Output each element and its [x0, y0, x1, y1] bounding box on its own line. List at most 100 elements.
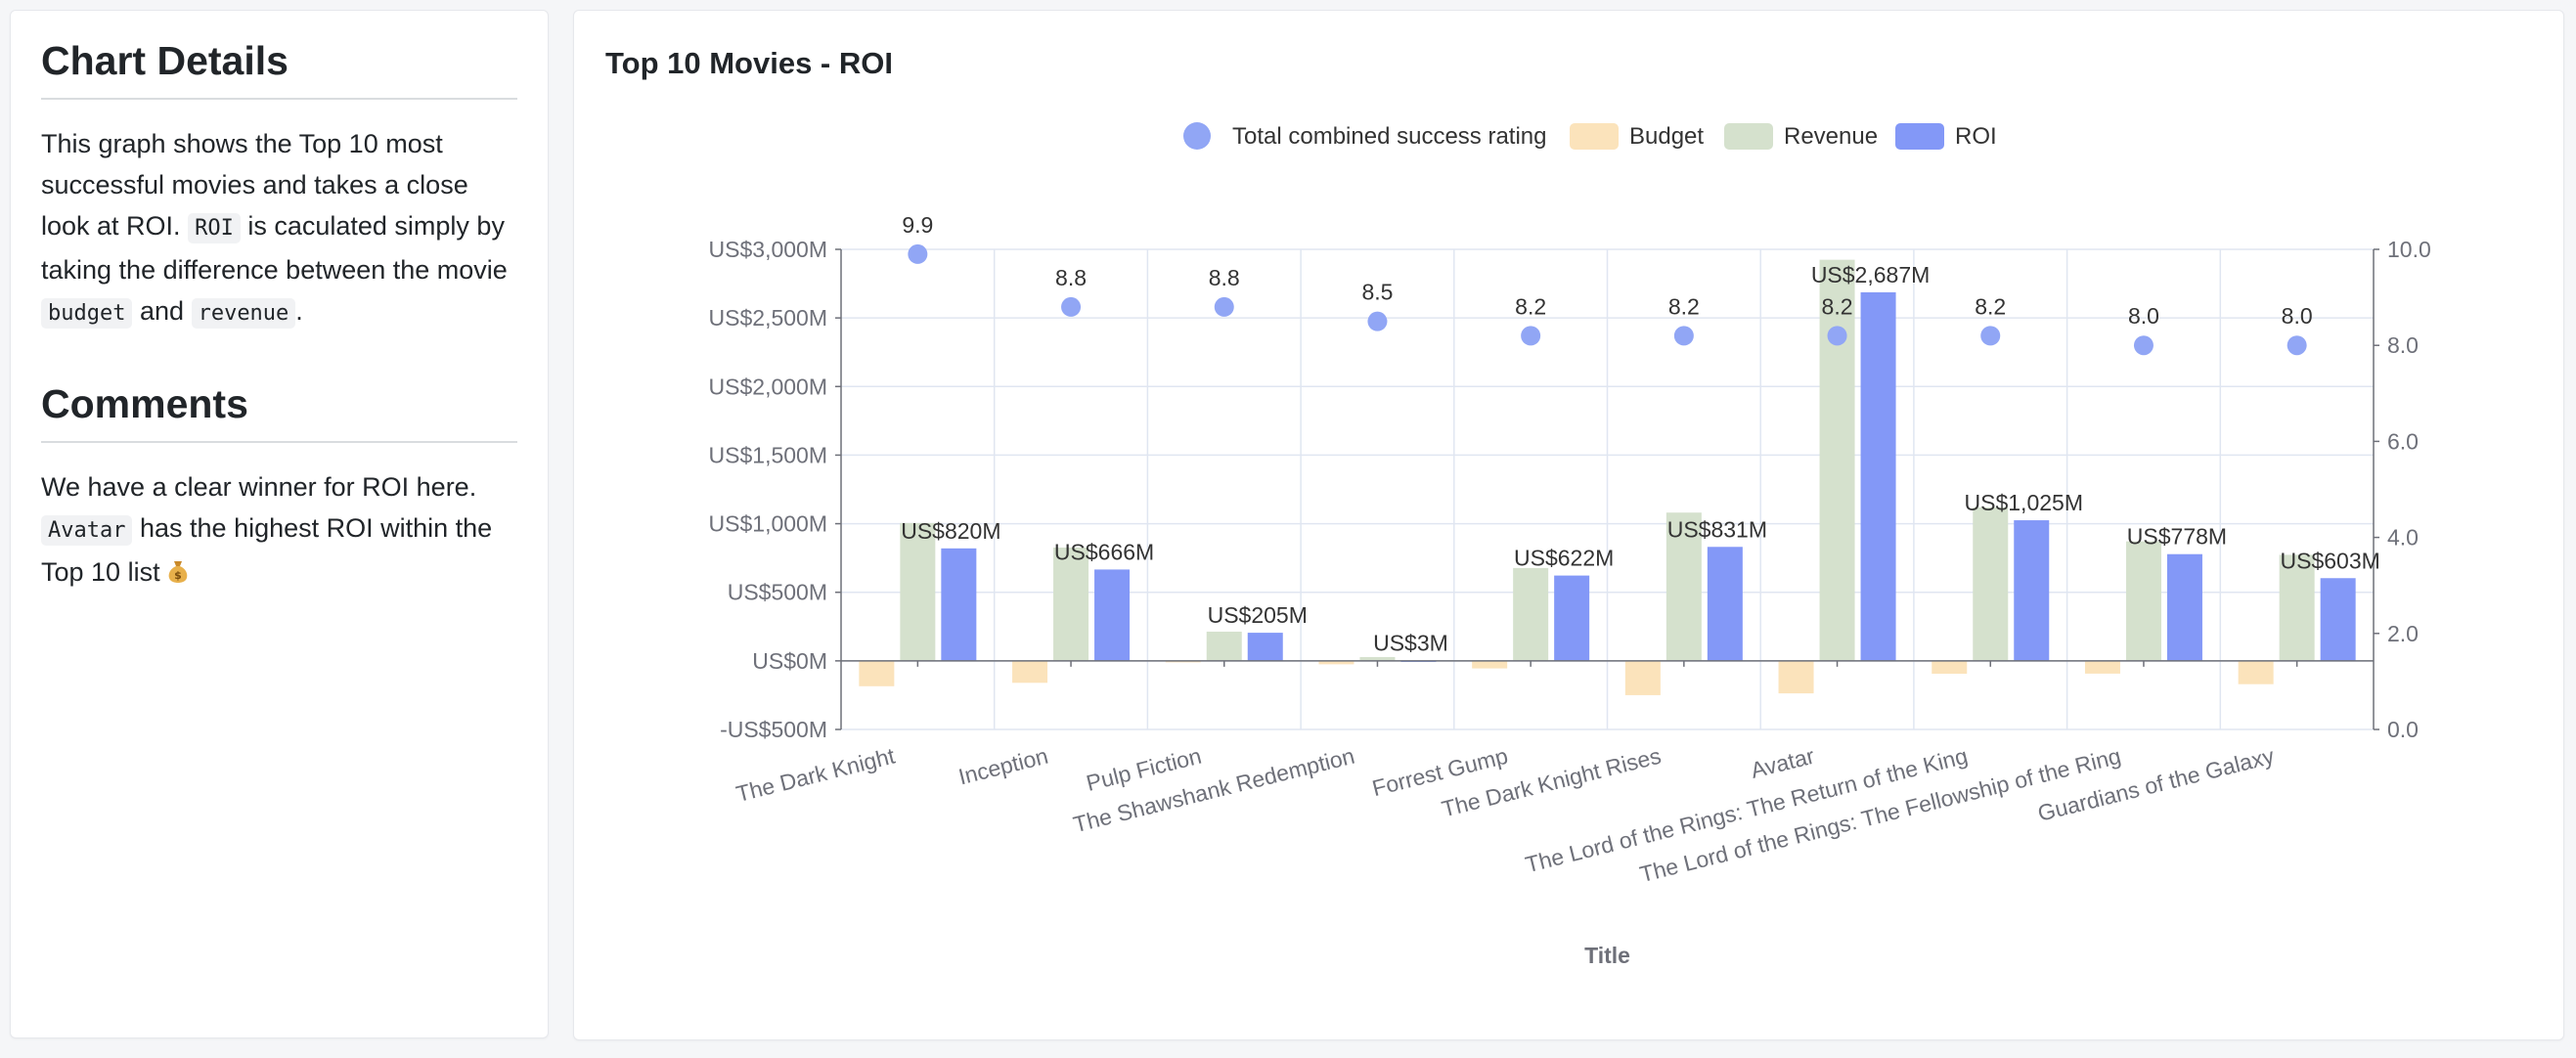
roi-bar: [1707, 547, 1743, 661]
y2-tick-label: 6.0: [2387, 428, 2419, 454]
roi-data-label: US$778M: [2127, 524, 2227, 550]
roi-bar: [941, 548, 977, 661]
rating-data-label: 8.2: [1975, 293, 2006, 319]
roi-data-label: US$205M: [1208, 602, 1308, 628]
rating-data-label: 8.2: [1668, 293, 1700, 319]
budget-bar: [1318, 660, 1355, 665]
y2-tick-label: 4.0: [2387, 525, 2419, 551]
roi-bar: [1247, 633, 1283, 661]
roi-bar: [1860, 291, 1896, 661]
x-tick-label: Inception: [955, 743, 1050, 790]
roi-data-label: US$666M: [1054, 539, 1154, 564]
rating-data-label: 8.5: [1361, 280, 1393, 305]
budget-bar: [2084, 660, 2120, 674]
rating-point: [1673, 326, 1694, 346]
y-tick-label: US$1,500M: [709, 442, 827, 467]
rating-point: [2287, 335, 2307, 356]
comments-text-2: has the highest ROI within the Top 10 li…: [41, 513, 493, 587]
roi-chart: -US$500M US$0M US$500M US$1,000M US$1,500M US…: [709, 122, 2431, 968]
revenue-bar: [2125, 541, 2161, 661]
roi-data-label: US$3M: [1373, 630, 1448, 655]
roi-data-label: US$603M: [2281, 548, 2380, 573]
rating-point: [2133, 335, 2154, 356]
rating-point: [1061, 296, 1082, 317]
y2-tick-label: 10.0: [2387, 237, 2431, 262]
rating-data-label: 8.0: [2128, 303, 2159, 329]
comments-heading: Comments: [41, 381, 517, 443]
revenue-bar: [2279, 554, 2315, 661]
roi-data-label: US$2,687M: [1811, 262, 1930, 287]
budget-bar: [1472, 660, 1508, 669]
budget-bar: [1932, 660, 1968, 675]
rating-data-label: 9.9: [902, 212, 933, 238]
chart-details-text: This graph shows the Top 10 most success…: [41, 123, 517, 334]
roi-data-label: US$831M: [1667, 516, 1767, 542]
details-text-4: .: [295, 296, 303, 326]
rating-data-label: 8.2: [1515, 293, 1546, 319]
rating-point: [908, 243, 928, 264]
y-tick-label: US$3,000M: [709, 237, 827, 262]
rating-point: [1214, 296, 1234, 317]
y-tick-label: US$1,000M: [709, 511, 827, 537]
budget-bar: [1778, 660, 1814, 694]
legend-marker-budget: [1570, 123, 1619, 150]
rating-data-label: 8.2: [1822, 293, 1853, 319]
roi-bar: [1094, 569, 1131, 661]
legend-marker-revenue: [1724, 123, 1773, 150]
roi-data-label: US$1,025M: [1965, 490, 2083, 515]
comments-text-1: We have a clear winner for ROI here.: [41, 472, 477, 502]
budget-bar: [1624, 660, 1661, 695]
budget-bar: [2238, 660, 2274, 684]
y2-tick-label: 8.0: [2387, 332, 2419, 358]
y2-tick-label: 0.0: [2387, 717, 2419, 742]
revenue-bar: [1973, 507, 2009, 661]
legend-label: Budget: [1629, 123, 1704, 150]
revenue-bar: [1053, 547, 1089, 661]
x-axis-title: Title: [1584, 943, 1630, 968]
y-tick-label: US$0M: [752, 648, 827, 674]
details-text-3: and: [140, 296, 185, 326]
rating-data-label: 8.0: [2282, 303, 2313, 329]
revenue-code: revenue: [191, 298, 296, 329]
legend-marker-rating: [1183, 122, 1211, 150]
comments-text: We have a clear winner for ROI here. Ava…: [41, 466, 517, 593]
roi-bar: [2014, 520, 2050, 661]
rating-data-label: 8.8: [1209, 265, 1240, 290]
roi-code: ROI: [188, 213, 241, 243]
revenue-bar: [1513, 567, 1549, 661]
revenue-bar: [1206, 631, 1242, 661]
budget-bar: [1012, 660, 1048, 683]
chart-panel: Top 10 Movies - ROI -US$500M US$0M US$500M…: [573, 10, 2564, 1040]
rating-point: [1980, 326, 2001, 346]
y-tick-label: -US$500M: [720, 717, 827, 742]
revenue-bar: [900, 522, 936, 661]
y-tick-label: US$2,500M: [709, 305, 827, 331]
rating-point: [1367, 311, 1388, 331]
legend-label: ROI: [1955, 123, 1997, 150]
budget-bar: [859, 660, 895, 686]
x-tick-label: The Shawshank Redemption: [1071, 743, 1357, 838]
details-text-1: This graph shows the Top 10 most success…: [41, 129, 468, 241]
roi-bar: [2166, 553, 2202, 661]
revenue-bar: [1359, 656, 1396, 661]
legend-label: Total combined success rating: [1232, 123, 1547, 150]
rating-point: [1521, 326, 1541, 346]
avatar-code: Avatar: [41, 515, 133, 546]
y-tick-label: US$500M: [728, 580, 827, 605]
revenue-bar: [1819, 259, 1855, 661]
rating-point: [1827, 326, 1847, 346]
chart-details-heading: Chart Details: [41, 38, 517, 100]
revenue-bar: [1666, 512, 1702, 661]
y-tick-label: US$2,000M: [709, 374, 827, 399]
x-tick-label: Avatar: [1748, 743, 1817, 783]
chart-title: Top 10 Movies - ROI: [605, 46, 893, 80]
roi-bar: [2320, 578, 2356, 661]
details-text-2: is caculated simply by taking the differ…: [41, 211, 508, 285]
budget-code: budget: [41, 298, 133, 329]
svg-text:$: $: [174, 569, 182, 582]
legend-marker-roi: [1895, 123, 1944, 150]
roi-data-label: US$622M: [1514, 546, 1614, 571]
rating-data-label: 8.8: [1055, 265, 1087, 290]
chart-details-panel: Chart Details This graph shows the Top 1…: [10, 10, 549, 1038]
roi-bar: [1554, 575, 1590, 661]
